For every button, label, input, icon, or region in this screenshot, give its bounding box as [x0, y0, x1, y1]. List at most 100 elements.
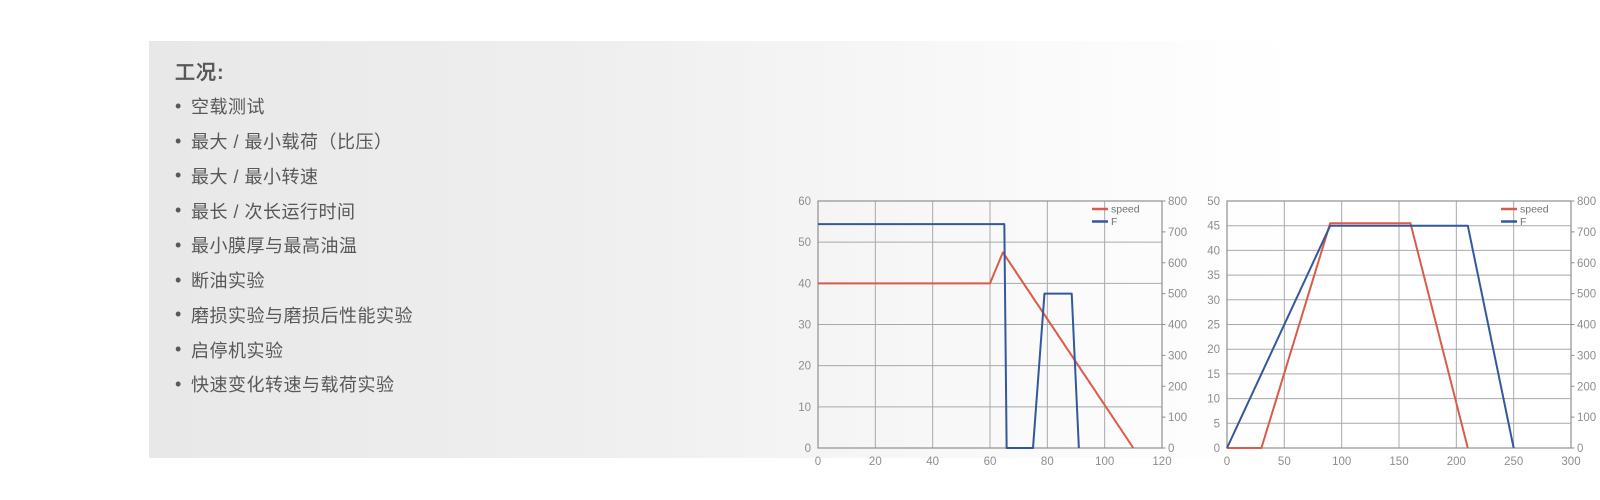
list-item-label: 最大 / 最小载荷（比压）: [191, 132, 393, 153]
svg-text:5: 5: [1214, 418, 1220, 430]
list-item: • 最大 / 最小转速: [175, 159, 413, 194]
conditions-title: 工况:: [175, 62, 225, 84]
svg-text:10: 10: [1207, 394, 1220, 406]
svg-text:50: 50: [798, 237, 811, 249]
list-item-label: 最小膜厚与最高油温: [191, 236, 358, 257]
conditions-block: 工况: • 空载测试 • 最大 / 最小载荷（比压） • 最大 / 最小转速 •…: [175, 59, 413, 402]
svg-text:500: 500: [1577, 289, 1596, 301]
list-item-label: 磨损实验与磨损后性能实验: [191, 305, 413, 326]
list-item: • 最大 / 最小载荷（比压）: [175, 124, 413, 159]
svg-text:120: 120: [1152, 456, 1171, 468]
list-item: • 最长 / 次长运行时间: [175, 193, 413, 228]
right-axis-labels: 0 100 200 300 400 500 600 700 800: [1571, 196, 1596, 455]
list-item: • 磨损实验与磨损后性能实验: [175, 298, 413, 333]
list-item-label: 启停机实验: [191, 340, 284, 361]
svg-text:200: 200: [1168, 381, 1187, 393]
svg-text:800: 800: [1577, 196, 1596, 208]
bullet-icon: •: [175, 339, 182, 360]
svg-text:40: 40: [926, 456, 939, 468]
bullet-icon: •: [175, 130, 182, 151]
svg-text:60: 60: [798, 196, 811, 208]
series-F: [1226, 224, 1515, 449]
svg-text:200: 200: [1577, 381, 1596, 393]
speed-force-chart-2: 0 5 10 15 20 25 30 35 40 45 50 0 100 200 300 400 500 600 7…: [1187, 186, 1600, 486]
bullet-icon: •: [175, 200, 182, 221]
list-item-label: 空载测试: [191, 97, 265, 118]
svg-text:10: 10: [798, 402, 811, 414]
legend-label-speed: speed: [1520, 204, 1549, 216]
svg-text:100: 100: [1168, 412, 1187, 424]
gridlines: [1226, 200, 1572, 449]
svg-text:300: 300: [1561, 456, 1580, 468]
bullet-icon: •: [175, 165, 182, 186]
svg-text:100: 100: [1577, 412, 1596, 424]
svg-text:80: 80: [1041, 456, 1054, 468]
svg-text:40: 40: [798, 278, 811, 290]
svg-text:250: 250: [1504, 456, 1523, 468]
line-chart-svg: 0510152025303540455001002003004005006007…: [1207, 196, 1596, 468]
svg-text:0: 0: [1577, 443, 1583, 455]
bullet-icon: •: [175, 373, 182, 394]
svg-text:50: 50: [1207, 196, 1220, 208]
left-axis-labels: 0 10 20 30 40 50 60: [798, 196, 811, 455]
svg-text:0: 0: [805, 443, 811, 455]
svg-text:40: 40: [1207, 245, 1220, 257]
list-item: • 空载测试: [175, 89, 413, 124]
svg-text:20: 20: [1207, 344, 1220, 356]
content-panel: 工况: • 空载测试 • 最大 / 最小载荷（比压） • 最大 / 最小转速 •…: [149, 41, 1596, 468]
svg-text:30: 30: [798, 320, 811, 332]
svg-text:700: 700: [1577, 227, 1596, 239]
bullet-icon: •: [175, 269, 182, 290]
speed-force-chart-1: 0 10 20 30 40 50 60 0 100 200 300 400 500 600 700 800 0 2…: [778, 186, 1198, 486]
svg-text:200: 200: [1447, 456, 1466, 468]
svg-text:300: 300: [1168, 350, 1187, 362]
svg-text:0: 0: [815, 456, 821, 468]
series-speed: [1227, 222, 1469, 449]
svg-text:150: 150: [1389, 456, 1408, 468]
svg-text:500: 500: [1168, 289, 1187, 301]
svg-text:800: 800: [1168, 196, 1187, 208]
bullet-icon: •: [175, 95, 182, 116]
svg-text:30: 30: [1207, 295, 1220, 307]
svg-text:0: 0: [1168, 443, 1174, 455]
legend-label-speed: speed: [1111, 204, 1140, 216]
list-item-label: 断油实验: [191, 271, 265, 292]
list-item: • 启停机实验: [175, 332, 413, 367]
svg-text:45: 45: [1207, 221, 1220, 233]
conditions-list: • 空载测试 • 最大 / 最小载荷（比压） • 最大 / 最小转速 • 最长 …: [175, 89, 413, 402]
svg-text:20: 20: [798, 361, 811, 373]
bullet-icon: •: [175, 304, 182, 325]
svg-text:60: 60: [984, 456, 997, 468]
svg-text:0: 0: [1224, 456, 1230, 468]
right-axis-labels: 0 100 200 300 400 500 600 700 800: [1162, 196, 1187, 455]
series-F: [818, 223, 1080, 449]
svg-text:600: 600: [1577, 258, 1596, 270]
list-item-label: 最大 / 最小转速: [191, 166, 319, 187]
svg-text:700: 700: [1168, 227, 1187, 239]
list-item: • 最小膜厚与最高油温: [175, 228, 413, 263]
svg-text:600: 600: [1168, 258, 1187, 270]
list-item: • 快速变化转速与载荷实验: [175, 367, 413, 402]
list-item-label: 最长 / 次长运行时间: [191, 201, 356, 222]
svg-text:0: 0: [1214, 443, 1220, 455]
svg-text:100: 100: [1095, 456, 1114, 468]
svg-text:50: 50: [1278, 456, 1291, 468]
svg-text:20: 20: [869, 456, 882, 468]
bullet-icon: •: [175, 234, 182, 255]
legend-label-F: F: [1111, 216, 1117, 228]
svg-text:400: 400: [1577, 320, 1596, 332]
svg-text:300: 300: [1577, 350, 1596, 362]
list-item: • 断油实验: [175, 263, 413, 298]
list-item-label: 快速变化转速与载荷实验: [191, 375, 395, 396]
series-speed: [818, 251, 1135, 449]
legend-label-F: F: [1520, 216, 1526, 228]
left-axis-labels: 0 5 10 15 20 25 30 35 40 45 50: [1207, 196, 1220, 455]
svg-text:100: 100: [1332, 456, 1351, 468]
svg-text:400: 400: [1168, 320, 1187, 332]
svg-text:35: 35: [1207, 270, 1220, 282]
svg-text:15: 15: [1207, 369, 1220, 381]
gridlines: [817, 200, 1163, 449]
